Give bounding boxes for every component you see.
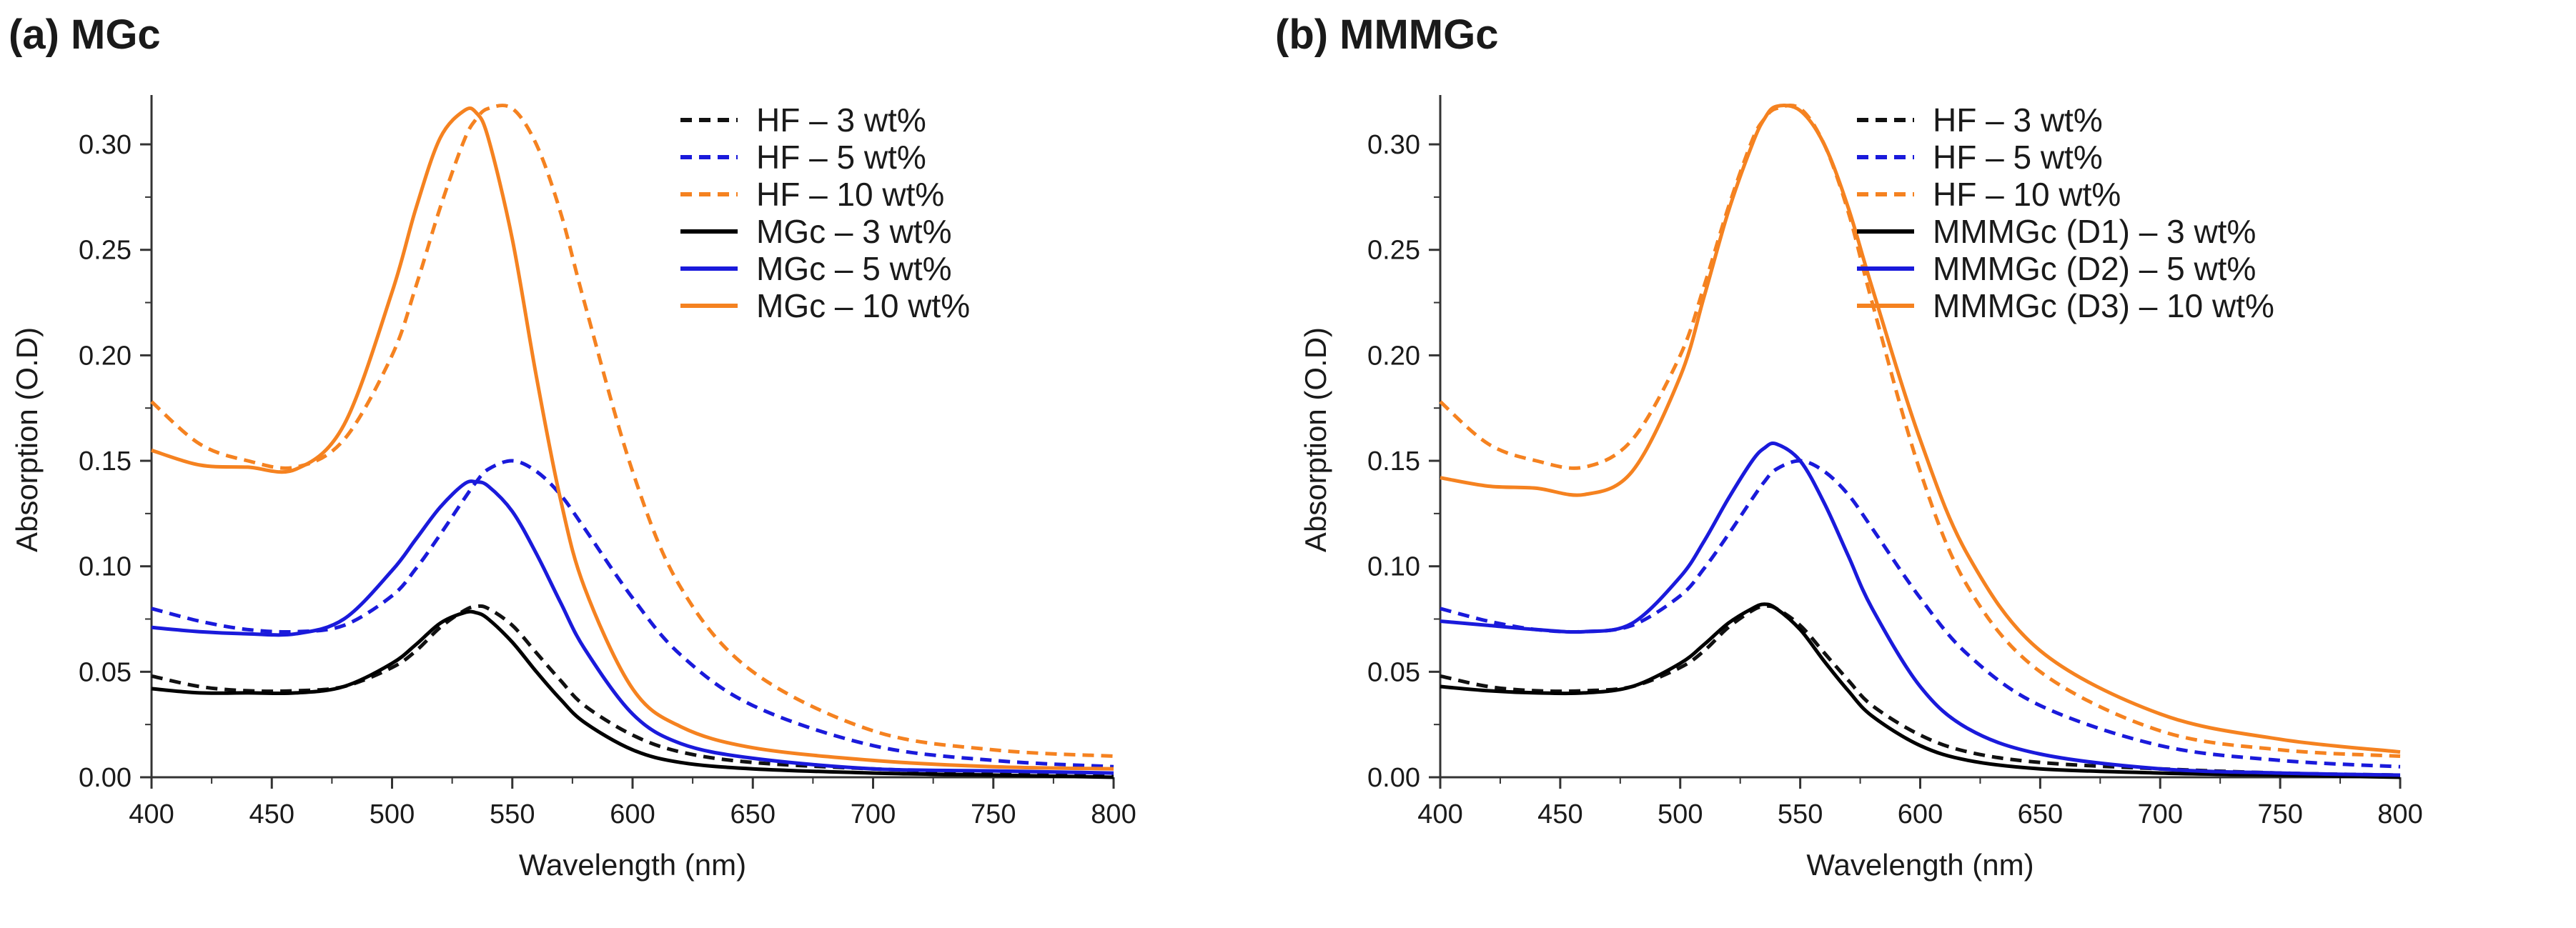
series-line-3 bbox=[1440, 602, 2401, 779]
x-tick-label: 550 bbox=[490, 799, 535, 829]
series-line-5 bbox=[151, 106, 1114, 771]
y-axis-label: Absorption (O.D) bbox=[10, 327, 44, 552]
x-tick-label: 700 bbox=[851, 799, 896, 829]
y-tick-label: 0.25 bbox=[79, 236, 132, 266]
y-tick-label: 0.10 bbox=[79, 552, 132, 582]
series-line-4 bbox=[151, 479, 1114, 775]
legend-label: HF – 5 wt% bbox=[1933, 139, 2103, 176]
chart-title: (b) MMMGc bbox=[1275, 11, 1499, 58]
y-tick-label: 0.10 bbox=[1367, 552, 1420, 582]
chart-title: (a) MGc bbox=[9, 11, 161, 58]
series-line-1 bbox=[151, 459, 1114, 769]
y-tick-label: 0.05 bbox=[1367, 657, 1420, 687]
x-tick-label: 400 bbox=[1417, 799, 1462, 829]
legend-label: HF – 10 wt% bbox=[756, 176, 944, 213]
legend-label: MMMGc (D1) – 3 wt% bbox=[1933, 213, 2256, 250]
x-tick-label: 800 bbox=[1091, 799, 1136, 829]
legend: HF – 3 wt%HF – 5 wt%HF – 10 wt%MMMGc (D1… bbox=[1857, 101, 2274, 324]
legend-label: HF – 3 wt% bbox=[1933, 101, 2103, 139]
legend-label: HF – 5 wt% bbox=[756, 139, 926, 176]
legend-label: MGc – 5 wt% bbox=[756, 250, 952, 287]
x-tick-label: 600 bbox=[1898, 799, 1943, 829]
x-tick-label: 750 bbox=[2257, 799, 2302, 829]
series-line-2 bbox=[150, 104, 1114, 758]
y-tick-label: 0.20 bbox=[79, 341, 132, 371]
x-tick-label: 600 bbox=[610, 799, 655, 829]
x-tick-label: 500 bbox=[1658, 799, 1703, 829]
x-axis-label: Wavelength (nm) bbox=[519, 848, 746, 882]
series-line-3 bbox=[151, 609, 1114, 779]
y-tick-label: 0.25 bbox=[1367, 236, 1420, 266]
series-line-1 bbox=[1440, 459, 2401, 769]
x-axis-label: Wavelength (nm) bbox=[1806, 848, 2033, 882]
y-tick-label: 0.20 bbox=[1367, 341, 1420, 371]
y-tick-label: 0.30 bbox=[79, 130, 132, 160]
x-tick-label: 800 bbox=[2377, 799, 2422, 829]
y-tick-label: 0.05 bbox=[79, 657, 132, 687]
legend-label: MGc – 3 wt% bbox=[756, 213, 952, 250]
x-tick-label: 500 bbox=[370, 799, 415, 829]
legend: HF – 3 wt%HF – 5 wt%HF – 10 wt%MGc – 3 w… bbox=[680, 101, 970, 324]
legend-label: MMMGc (D3) – 10 wt% bbox=[1933, 287, 2274, 324]
x-tick-label: 750 bbox=[971, 799, 1016, 829]
y-tick-label: 0.00 bbox=[79, 763, 132, 793]
y-tick-label: 0.15 bbox=[1367, 446, 1420, 477]
x-tick-label: 550 bbox=[1778, 799, 1823, 829]
series-line-2 bbox=[1439, 104, 2401, 758]
legend-label: MGc – 10 wt% bbox=[756, 287, 970, 324]
y-tick-label: 0.30 bbox=[1367, 130, 1420, 160]
y-tick-label: 0.00 bbox=[1367, 763, 1420, 793]
y-axis-label: Absorption (O.D) bbox=[1299, 327, 1332, 552]
x-tick-label: 400 bbox=[129, 799, 174, 829]
x-tick-label: 450 bbox=[1537, 799, 1582, 829]
chart-panel-a: (a) MGc Absorption (O.D) Wavelength (nm)… bbox=[9, 11, 1136, 882]
series-line-5 bbox=[1440, 104, 2401, 754]
legend-label: MMMGc (D2) – 5 wt% bbox=[1933, 250, 2256, 287]
x-tick-label: 700 bbox=[2138, 799, 2183, 829]
x-tick-label: 650 bbox=[730, 799, 776, 829]
x-tick-label: 650 bbox=[2018, 799, 2063, 829]
y-tick-label: 0.15 bbox=[79, 446, 132, 477]
legend-label: HF – 10 wt% bbox=[1933, 176, 2121, 213]
x-tick-label: 450 bbox=[249, 799, 294, 829]
series-line-4 bbox=[1440, 441, 2401, 777]
legend-label: HF – 3 wt% bbox=[756, 101, 926, 139]
chart-panel-b: (b) MMMGc Absorption (O.D) Wavelength (n… bbox=[1275, 11, 2423, 882]
